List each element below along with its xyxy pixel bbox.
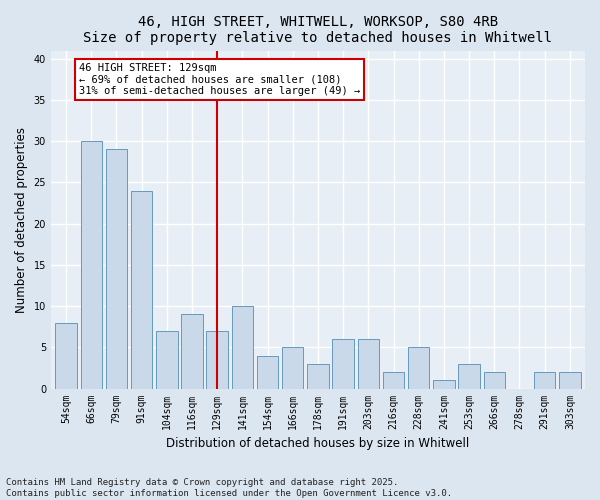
Bar xyxy=(106,150,127,388)
Bar xyxy=(257,356,278,388)
Bar xyxy=(559,372,581,388)
Bar xyxy=(307,364,329,388)
Text: 46 HIGH STREET: 129sqm
← 69% of detached houses are smaller (108)
31% of semi-de: 46 HIGH STREET: 129sqm ← 69% of detached… xyxy=(79,63,360,96)
Bar xyxy=(484,372,505,388)
Bar xyxy=(282,348,304,389)
Bar xyxy=(358,339,379,388)
Title: 46, HIGH STREET, WHITWELL, WORKSOP, S80 4RB
Size of property relative to detache: 46, HIGH STREET, WHITWELL, WORKSOP, S80 … xyxy=(83,15,553,45)
Bar xyxy=(80,141,102,388)
X-axis label: Distribution of detached houses by size in Whitwell: Distribution of detached houses by size … xyxy=(166,437,470,450)
Text: Contains HM Land Registry data © Crown copyright and database right 2025.
Contai: Contains HM Land Registry data © Crown c… xyxy=(6,478,452,498)
Bar xyxy=(181,314,203,388)
Bar xyxy=(408,348,430,389)
Bar xyxy=(156,331,178,388)
Bar xyxy=(332,339,354,388)
Bar xyxy=(458,364,480,388)
Bar xyxy=(534,372,556,388)
Bar xyxy=(131,190,152,388)
Bar xyxy=(383,372,404,388)
Bar xyxy=(206,331,228,388)
Bar xyxy=(232,306,253,388)
Bar xyxy=(433,380,455,388)
Y-axis label: Number of detached properties: Number of detached properties xyxy=(15,126,28,312)
Bar xyxy=(55,322,77,388)
